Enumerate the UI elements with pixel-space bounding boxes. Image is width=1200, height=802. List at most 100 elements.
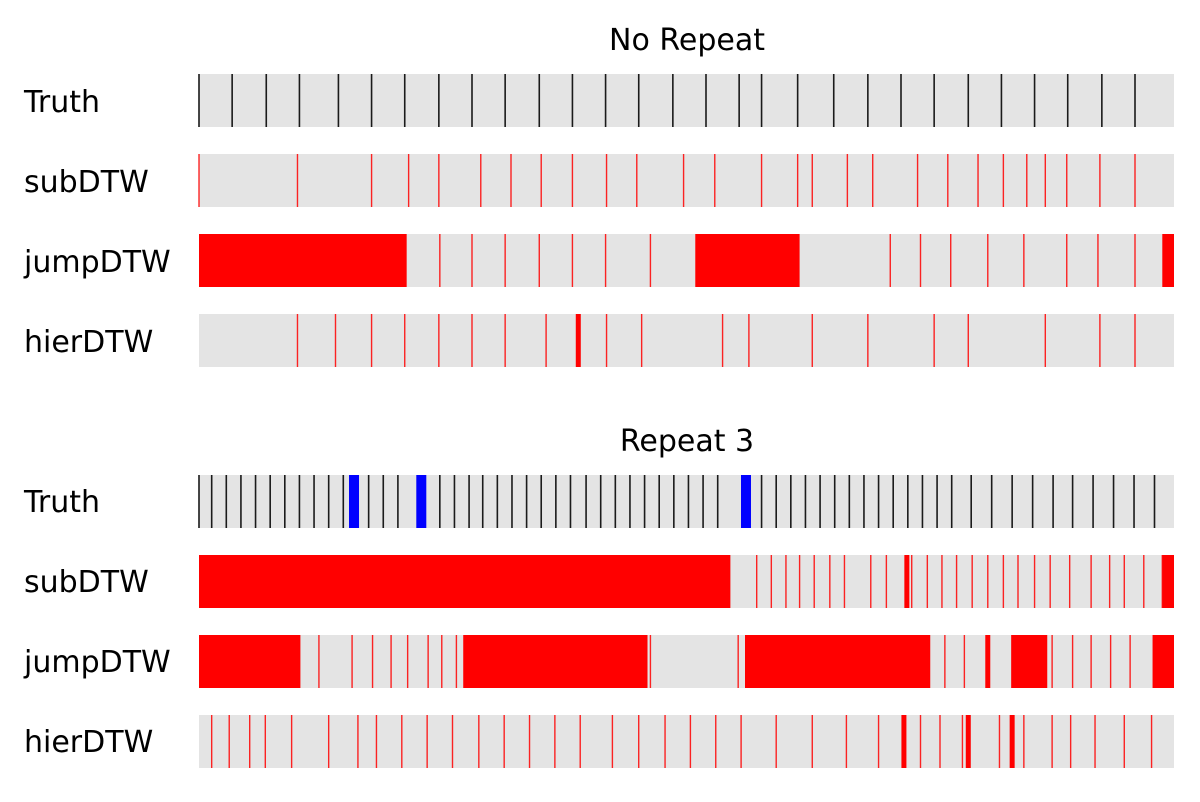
norepeat-subdtw-error-line [605, 154, 608, 207]
repeat3-hierdtw-error-line [228, 715, 230, 768]
norepeat-subdtw-error-line [872, 154, 874, 207]
repeat3-jumpdtw-error-line [406, 635, 409, 688]
repeat3-truth-boundary-line [327, 475, 330, 528]
norepeat-subdtw-error-line [438, 154, 440, 207]
repeat3-hierdtw-error-line [264, 715, 266, 768]
norepeat-truth-boundary-line [738, 74, 740, 127]
repeat3-hierdtw-error-line [689, 715, 692, 768]
norepeat-jumpdtw-error-line [1023, 234, 1025, 287]
repeat3-truth-boundary-line [453, 475, 456, 528]
repeat3-truth-boundary-line [658, 475, 660, 528]
norepeat-truth-boundary-line [933, 74, 935, 127]
repeat3-truth-boundary-line [990, 475, 993, 528]
norepeat-subdtw-error-line [1002, 154, 1005, 207]
repeat3-truth-boundary-line [907, 475, 909, 528]
repeat3-truth-boundary-line [555, 475, 557, 528]
repeat3-truth-boundary-line [970, 475, 972, 528]
norepeat-truth-boundary-line [1066, 74, 1069, 127]
repeat3-truth-boundary-line [1112, 475, 1115, 528]
repeat3-truth-boundary-line [397, 475, 399, 528]
repeat3-truth-boundary-line [599, 475, 602, 528]
norepeat-jumpdtw-error-line [649, 234, 652, 287]
repeat3-jumpdtw-error-block [1152, 635, 1174, 688]
repeat3-subdtw-error-line [885, 555, 888, 608]
repeat3-truth-boundary-line [1071, 475, 1074, 528]
repeat3-hierdtw-error-line [998, 715, 1001, 768]
repeat3-hierdtw-error-line [401, 715, 403, 768]
norepeat-truth-boundary-line [198, 74, 200, 127]
norepeat-jumpdtw-error-line [604, 234, 607, 287]
repeat3-truth-boundary-line [468, 475, 470, 528]
repeat3-truth-boundary-line [673, 475, 675, 528]
norepeat-subdtw-error-line [1044, 154, 1046, 207]
repeat3-hierdtw-error-line [638, 715, 640, 768]
norepeat-truth-boundary-line [796, 74, 799, 127]
repeat3-hierdtw-error-line [1123, 715, 1125, 768]
repeat3-hierdtw-error-line [327, 715, 330, 768]
repeat3-jumpdtw-error-block [463, 635, 648, 688]
repeat3-subdtw-error-line [1002, 555, 1005, 608]
repeat3-jumpdtw-error-line [1129, 635, 1131, 688]
repeat3-hierdtw-track [199, 715, 1174, 768]
norepeat-truth-boundary-line [760, 74, 763, 127]
repeat3-hierdtw-error-line [579, 715, 581, 768]
repeat3-truth-boundary-line [1052, 475, 1054, 528]
norepeat-hierdtw-error-line [1099, 314, 1101, 367]
repeat3-jumpdtw-error-line [351, 635, 353, 688]
repeat3-subdtw-error-line [870, 555, 872, 608]
norepeat-hierdtw-error-line [748, 314, 750, 367]
repeat3-hierdtw-error-line [451, 715, 454, 768]
repeat3-jumpdtw-error-line [1051, 635, 1053, 688]
norepeat-subdtw-error-line [1134, 154, 1136, 207]
repeat3-hierdtw-error-line [1009, 715, 1015, 768]
repeat3-hierdtw-error-line [554, 715, 556, 768]
norepeat-truth-boundary-line [337, 74, 340, 127]
norepeat-hierdtw-error-line [721, 314, 724, 367]
repeat3-hierdtw-error-line [811, 715, 813, 768]
norepeat-subdtw-track [199, 154, 1174, 207]
repeat3-truth-boundary-line [643, 475, 646, 528]
repeat3-truth-boundary-line [790, 475, 792, 528]
repeat3-truth-boundary-line [716, 475, 719, 528]
norepeat-truth-boundary-line [571, 74, 574, 127]
norepeat-hierdtw-error-line [811, 314, 813, 367]
repeat3-jumpdtw-error-block [199, 635, 301, 688]
repeat3-jumpdtw-error-line [318, 635, 320, 688]
norepeat-hierdtw-track [199, 314, 1174, 367]
norepeat-jumpdtw-error-line [439, 234, 441, 287]
norepeat-hierdtw-error-line [471, 314, 473, 367]
norepeat-jumpdtw-error-line [538, 234, 540, 287]
repeat3-hierdtw-error-line [249, 715, 251, 768]
norepeat-jumpdtw-error-line [987, 234, 989, 287]
repeat3-subdtw-error-line [1143, 555, 1145, 608]
repeat3-jumpdtw-error-line [390, 635, 392, 688]
repeat3-jumpdtw-error-block [1011, 635, 1048, 688]
repeat3-hierdtw-error-line [939, 715, 941, 768]
panel-title-repeat-3: Repeat 3 [620, 424, 754, 459]
repeat3-hierdtw-error-line [961, 715, 964, 768]
repeat3-hierdtw-error-line [1150, 715, 1153, 768]
repeat3-truth-boundary-line [687, 475, 690, 528]
row-label-hierdtw: hierDTW [24, 325, 153, 360]
repeat3-truth-boundary-line [819, 475, 821, 528]
row-label-hierdtw: hierDTW [24, 725, 153, 760]
repeat3-truth-boundary-line [569, 475, 572, 528]
repeat3-jumpdtw-error-block [745, 635, 931, 688]
norepeat-truth-boundary-line [438, 74, 440, 127]
repeat3-subdtw-error-line [1108, 555, 1111, 608]
repeat3-truth-repeat-marker [349, 475, 360, 528]
norepeat-truth-boundary-line [370, 74, 373, 127]
norepeat-jumpdtw-error-block [199, 234, 407, 287]
repeat3-truth-boundary-line [585, 475, 587, 528]
norepeat-hierdtw-error-line [1044, 314, 1046, 367]
repeat3-hierdtw-error-line [1069, 715, 1072, 768]
norepeat-truth-boundary-line [967, 74, 970, 127]
repeat3-jumpdtw-error-line [649, 635, 652, 688]
norepeat-truth-boundary-line [604, 74, 607, 127]
repeat3-hierdtw-error-line [715, 715, 717, 768]
norepeat-hierdtw-error-line [1134, 314, 1136, 367]
repeat3-truth-boundary-line [382, 475, 385, 528]
repeat3-truth-repeat-marker [416, 475, 427, 528]
repeat3-hierdtw-error-line [775, 715, 777, 768]
repeat3-truth-boundary-line [525, 475, 528, 528]
